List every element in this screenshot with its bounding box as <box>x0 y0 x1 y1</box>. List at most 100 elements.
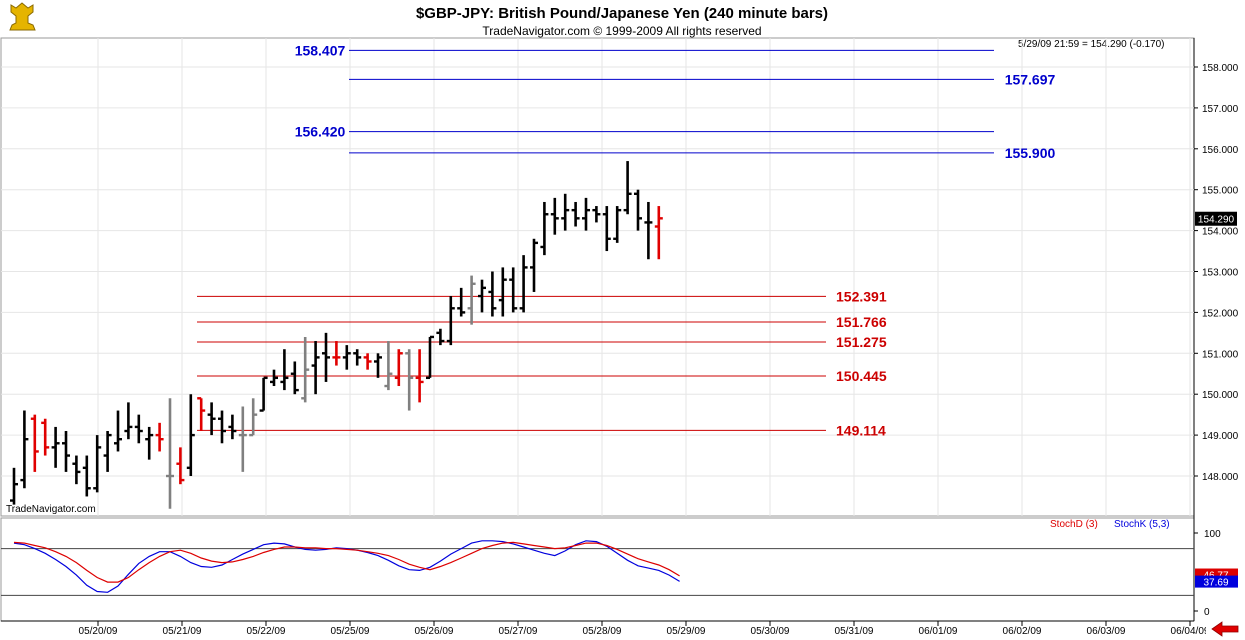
fib-upper-label: 155.900 <box>1005 145 1056 161</box>
x-tick-label: 05/21/09 <box>163 626 202 637</box>
ohlc-bar <box>134 414 143 444</box>
ohlc-bar <box>186 394 195 476</box>
ohlc-bar <box>259 376 268 412</box>
ohlc-bar <box>20 410 29 489</box>
ohlc-bar <box>550 197 559 235</box>
fib-lower-label: 151.766 <box>836 314 887 330</box>
ohlc-bar <box>426 335 434 380</box>
ohlc-bar <box>103 431 112 472</box>
ohlc-bar <box>290 361 299 395</box>
ohlc-bar <box>394 349 403 387</box>
x-tick-label: 05/27/09 <box>499 626 538 637</box>
price-y-tick-label: 148.000 <box>1202 472 1239 483</box>
logo-icon <box>9 2 36 31</box>
stoch-series-line <box>13 540 680 593</box>
ohlc-bar <box>592 206 601 223</box>
ohlc-bar <box>145 426 154 460</box>
ohlc-bar <box>519 255 528 313</box>
ohlc-bar <box>155 422 164 452</box>
fib-lower-label: 151.275 <box>836 334 887 350</box>
fib-upper-label: 157.697 <box>1005 71 1056 87</box>
ohlc-bar <box>82 455 91 497</box>
ohlc-bar <box>270 369 278 387</box>
ohlc-bar <box>353 349 362 366</box>
stoch-y-tick-label: 100 <box>1204 529 1221 540</box>
x-tick-label: 06/03/09 <box>1087 626 1126 637</box>
ohlc-bar <box>93 435 102 493</box>
ohlc-bar <box>540 201 549 256</box>
chart-subtitle: TradeNavigator.com © 1999-2009 All right… <box>482 24 761 38</box>
ohlc-bar <box>509 267 518 313</box>
x-tick-label: 05/30/09 <box>751 626 790 637</box>
stoch-series-line <box>13 541 680 583</box>
price-y-tick-label: 150.000 <box>1202 390 1239 401</box>
fib-upper-label: 156.420 <box>295 124 346 140</box>
price-y-tick-label: 152.000 <box>1202 308 1239 319</box>
ohlc-bar <box>478 279 486 313</box>
ohlc-bar <box>62 431 70 472</box>
ohlc-bar <box>301 336 310 403</box>
watermark: TradeNavigator.com <box>6 504 96 515</box>
ohlc-bar <box>207 402 216 436</box>
last-quote: 5/29/09 21:59 = 154.290 (-0.170) <box>1018 39 1165 50</box>
last-price-label: 154.290 <box>1198 215 1235 226</box>
price-y-tick-label: 155.000 <box>1202 186 1239 197</box>
x-tick-label: 05/31/09 <box>835 626 874 637</box>
ohlc-bar <box>114 410 122 452</box>
ohlc-bar <box>166 398 174 509</box>
ohlc-bar <box>124 402 133 440</box>
ohlc-bar <box>613 206 622 243</box>
last-price-marker: 154.290 <box>1195 211 1237 226</box>
ohlc-bar <box>623 161 632 215</box>
x-axis: 05/20/09 05/21/09 05/22/09 05/25/09 05/26/09… <box>79 621 1210 637</box>
fib-lower-label: 149.114 <box>836 422 886 438</box>
ohlc-bar <box>602 206 611 252</box>
x-tick-label: 05/28/09 <box>583 626 622 637</box>
ohlc-bar <box>238 406 247 472</box>
x-tick-label: 05/25/09 <box>331 626 370 637</box>
x-tick-label: 05/22/09 <box>247 626 286 637</box>
fib-upper-label: 158.407 <box>295 42 346 58</box>
ohlc-bar <box>530 238 538 292</box>
price-y-tick-label: 151.000 <box>1202 349 1239 360</box>
price-y-tick-label: 157.000 <box>1202 104 1239 115</box>
scroll-arrow-icon[interactable] <box>1206 621 1244 639</box>
price-y-axis: 158.000 157.000 156.000 155.000 154.000 153.0… <box>1194 63 1239 483</box>
price-y-tick-label: 153.000 <box>1202 268 1239 279</box>
ohlc-bar <box>446 296 455 346</box>
x-tick-label: 06/01/09 <box>919 626 958 637</box>
ohlc-bar <box>498 267 507 317</box>
stoch-last-k-label: 37.69 <box>1203 578 1228 589</box>
ohlc-bar <box>467 275 476 325</box>
ohlc-bar <box>342 345 351 370</box>
ohlc-bar <box>654 206 663 260</box>
ohlc-bar <box>363 353 372 370</box>
ohlc-bar <box>311 341 320 395</box>
ohlc-bar <box>10 467 18 505</box>
price-y-tick-label: 149.000 <box>1202 431 1239 442</box>
price-y-tick-label: 154.000 <box>1202 227 1239 238</box>
price-panel-frame <box>0 37 1195 517</box>
fibonacci-levels: 158.407 157.697 156.420 155.900 152.391 151.7… <box>197 42 1056 438</box>
ohlc-bar <box>228 414 237 440</box>
ohlc-bar <box>332 341 341 366</box>
x-tick-label: 05/29/09 <box>667 626 706 637</box>
stoch-last-k-box <box>1195 575 1238 588</box>
ohlc-bar <box>197 397 206 432</box>
stoch-legend-d: StochD (3) <box>1050 519 1098 530</box>
x-tick-label: 06/04/09 <box>1171 626 1210 637</box>
ohlc-bar <box>405 349 414 411</box>
ohlc-bar <box>644 201 653 260</box>
ohlc-bar <box>51 426 60 468</box>
ohlc-bar <box>384 341 393 391</box>
x-tick-label: 05/20/09 <box>79 626 118 637</box>
stoch-y-tick-label: 0 <box>1204 607 1210 618</box>
price-y-tick-label: 156.000 <box>1202 145 1239 156</box>
ohlc-bar <box>374 353 382 378</box>
price-gridlines <box>1 38 1194 516</box>
ohlc-bar <box>561 193 570 231</box>
x-tick-label: 05/26/09 <box>415 626 454 637</box>
ohlc-bar <box>634 189 642 231</box>
